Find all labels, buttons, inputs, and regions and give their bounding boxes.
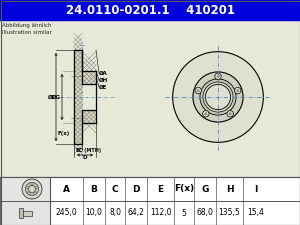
Text: D: D [83, 155, 87, 160]
Bar [82, 71, 96, 123]
Text: H: H [226, 184, 233, 194]
Text: 15,4: 15,4 [248, 209, 264, 218]
Circle shape [195, 87, 202, 94]
Text: E: E [158, 184, 164, 194]
Circle shape [26, 186, 28, 189]
Text: B: B [91, 184, 98, 194]
Circle shape [227, 110, 233, 117]
Text: ate: ate [216, 104, 244, 119]
Circle shape [215, 73, 221, 79]
Text: F(x): F(x) [57, 131, 69, 136]
Bar [0, 0, 300, 20]
Circle shape [26, 182, 38, 196]
Text: 24.0110-0201.1    410201: 24.0110-0201.1 410201 [65, 4, 235, 16]
Circle shape [200, 79, 236, 115]
Text: B: B [76, 148, 80, 153]
Text: A: A [63, 184, 70, 194]
Circle shape [22, 179, 42, 199]
Text: C: C [112, 184, 118, 194]
Circle shape [173, 52, 263, 142]
Text: 112,0: 112,0 [150, 209, 171, 218]
Bar [0, 177, 50, 225]
Text: I: I [254, 184, 258, 194]
Text: ØA: ØA [99, 70, 108, 76]
Text: ØI: ØI [48, 94, 55, 99]
Text: 245,0: 245,0 [56, 209, 77, 218]
Circle shape [36, 186, 38, 189]
Bar [0, 20, 300, 177]
Circle shape [28, 192, 30, 194]
Text: ØH: ØH [99, 77, 108, 83]
Circle shape [235, 87, 241, 94]
Text: Abbildung ähnlich
Illustration similar: Abbildung ähnlich Illustration similar [2, 23, 52, 35]
Circle shape [31, 183, 33, 185]
Bar [82, 84, 97, 110]
Circle shape [203, 82, 233, 112]
Text: C (MTH): C (MTH) [79, 148, 101, 153]
Circle shape [193, 72, 243, 122]
Circle shape [28, 185, 35, 193]
Text: 5: 5 [182, 209, 186, 218]
Text: G: G [201, 184, 209, 194]
Bar [82, 84, 96, 110]
Text: D: D [132, 184, 140, 194]
Text: 135,5: 135,5 [219, 209, 240, 218]
Text: ØG: ØG [52, 94, 61, 99]
Text: 64,2: 64,2 [128, 209, 144, 218]
Bar [19, 208, 23, 218]
Text: 10,0: 10,0 [85, 209, 102, 218]
Bar [23, 211, 32, 216]
Text: ØE: ØE [99, 85, 107, 90]
Text: 8,0: 8,0 [109, 209, 121, 218]
Circle shape [34, 192, 36, 194]
Text: 68,0: 68,0 [196, 209, 213, 218]
Circle shape [202, 110, 209, 117]
Text: F(x): F(x) [174, 184, 194, 194]
Circle shape [206, 84, 231, 110]
Bar [0, 177, 300, 225]
Bar [74, 50, 82, 144]
